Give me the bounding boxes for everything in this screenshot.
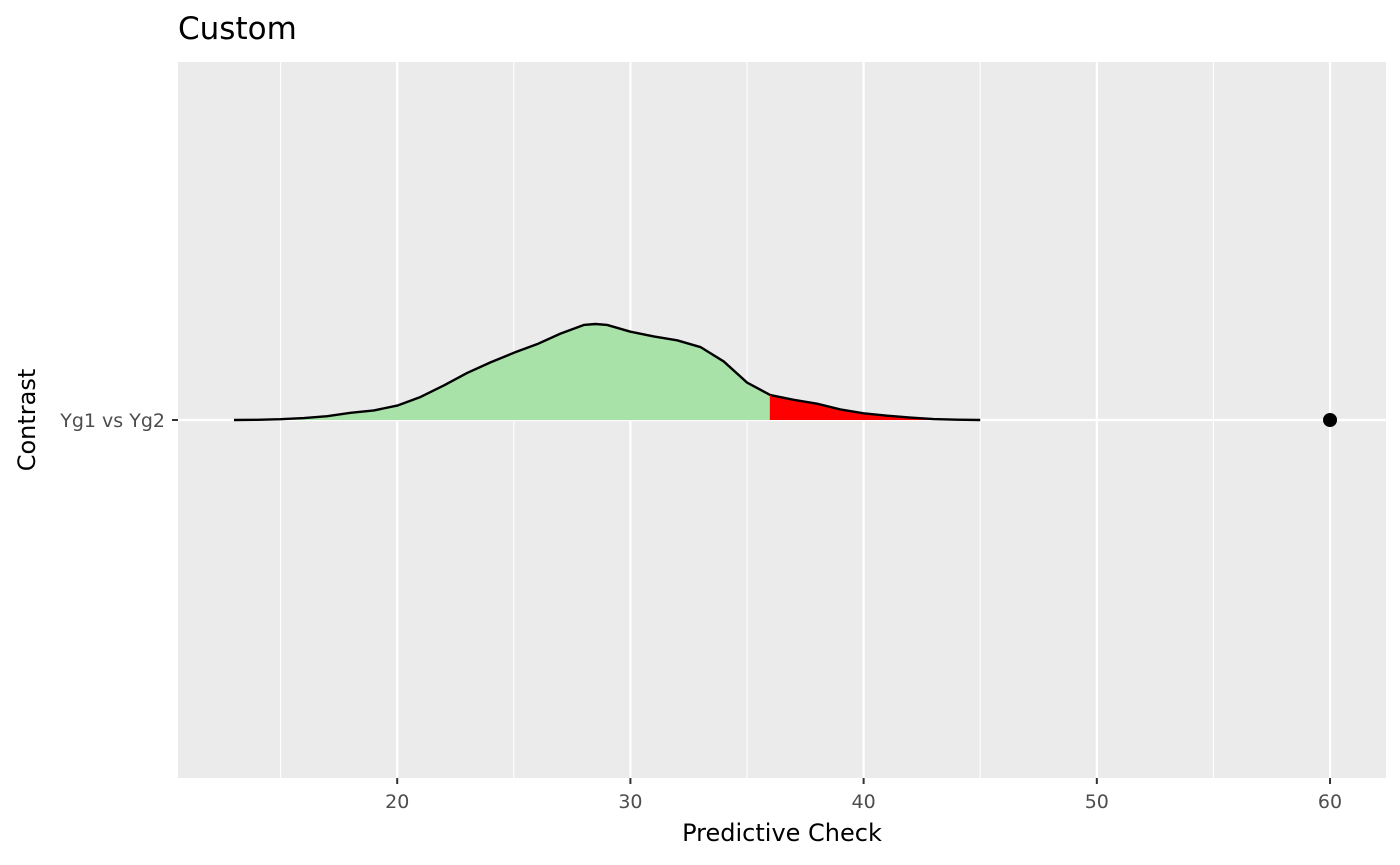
x-tick-label: 40 — [852, 791, 876, 813]
x-tick-label: 60 — [1318, 791, 1342, 813]
x-tick-label: 50 — [1085, 791, 1109, 813]
density-outline — [233, 322, 981, 422]
chart-title: Custom — [178, 11, 297, 47]
x-axis-title: Predictive Check — [682, 819, 882, 847]
observed-point — [1323, 413, 1338, 427]
x-tick-label: 30 — [618, 791, 642, 813]
density-area-below-threshold — [233, 324, 771, 420]
y-tick-label: Yg1 vs Yg2 — [59, 410, 165, 432]
x-tick-label: 20 — [385, 791, 409, 813]
chart-marks — [233, 322, 1338, 427]
axis-ticks: 20 30 40 50 60 Yg1 vs Yg2 — [59, 410, 1342, 813]
y-axis-title: Contrast — [13, 369, 41, 472]
density-area-above-threshold — [770, 395, 981, 420]
